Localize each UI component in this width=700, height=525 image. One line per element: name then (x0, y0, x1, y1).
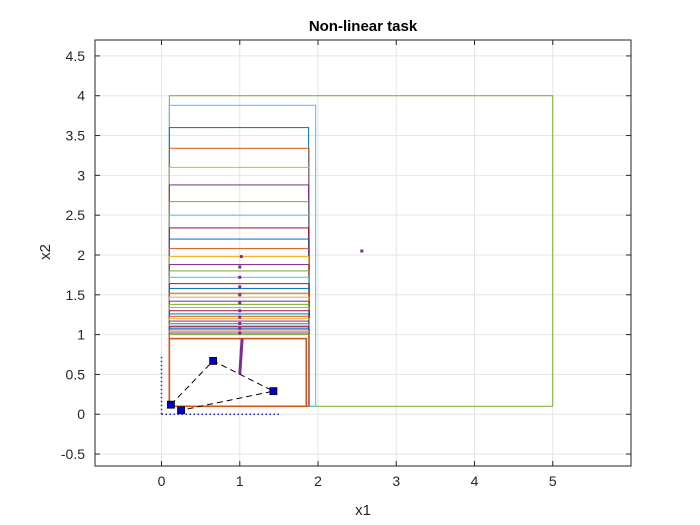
plot-area (95, 40, 631, 466)
square-marker-1 (209, 356, 218, 365)
square-marker-2 (269, 387, 278, 396)
x-axis-label: x1 (355, 502, 371, 519)
y-axis-label: x2 (37, 244, 54, 260)
purple-dot-3 (238, 285, 242, 289)
x-tick-label-4: 4 (471, 473, 479, 489)
axes-box (94, 39, 632, 467)
x-tick-label-5: 5 (549, 473, 557, 489)
y-tick-label-10: 4.5 (66, 48, 86, 64)
y-tick-label-2: 0.5 (66, 366, 86, 382)
y-tick-label-8: 3.5 (66, 128, 86, 144)
y-tick-label-1: 0 (77, 406, 85, 422)
purple-dot-0 (239, 255, 243, 259)
purple-dot-2 (238, 275, 242, 279)
x-tick-label-0: 0 (158, 473, 166, 489)
purple-dot-4 (238, 293, 242, 297)
data-layer (160, 95, 554, 415)
purple-dot-8 (238, 321, 242, 325)
x-tick-label-2: 2 (314, 473, 322, 489)
chart-title: Non-linear task (309, 18, 418, 35)
y-tick-label-0: -0.5 (61, 446, 85, 462)
tick-labels: 0 1 2 3 4 5 -0.5 0 0.5 1 1.5 2 2.5 3 3.5 4 4.5 (61, 48, 557, 489)
square-marker-3 (177, 406, 185, 415)
purple-dot-9 (238, 326, 242, 330)
square-marker-0 (167, 400, 175, 409)
bottom-box (168, 337, 308, 408)
purple-dot-6 (238, 309, 242, 313)
y-tick-label-5: 2 (77, 247, 85, 263)
purple-dot-7 (238, 315, 242, 319)
x-tick-label-1: 1 (236, 473, 244, 489)
axes-frame (94, 39, 632, 467)
y-tick-label-9: 4 (77, 88, 85, 104)
y-tick-label-4: 1.5 (66, 287, 86, 303)
grid-lines (95, 40, 631, 466)
purple-dot-5 (238, 301, 242, 305)
y-tick-label-7: 3 (77, 167, 85, 183)
plot-background (95, 40, 631, 466)
purple-dot-11 (360, 249, 364, 253)
x-tick-label-3: 3 (392, 473, 400, 489)
purple-segment (238, 338, 244, 375)
purple-dot-10 (238, 331, 242, 335)
dashed-path (170, 360, 275, 411)
y-tick-label-3: 1 (77, 327, 85, 343)
y-tick-label-6: 2.5 (66, 207, 86, 223)
purple-dot-1 (238, 265, 242, 269)
